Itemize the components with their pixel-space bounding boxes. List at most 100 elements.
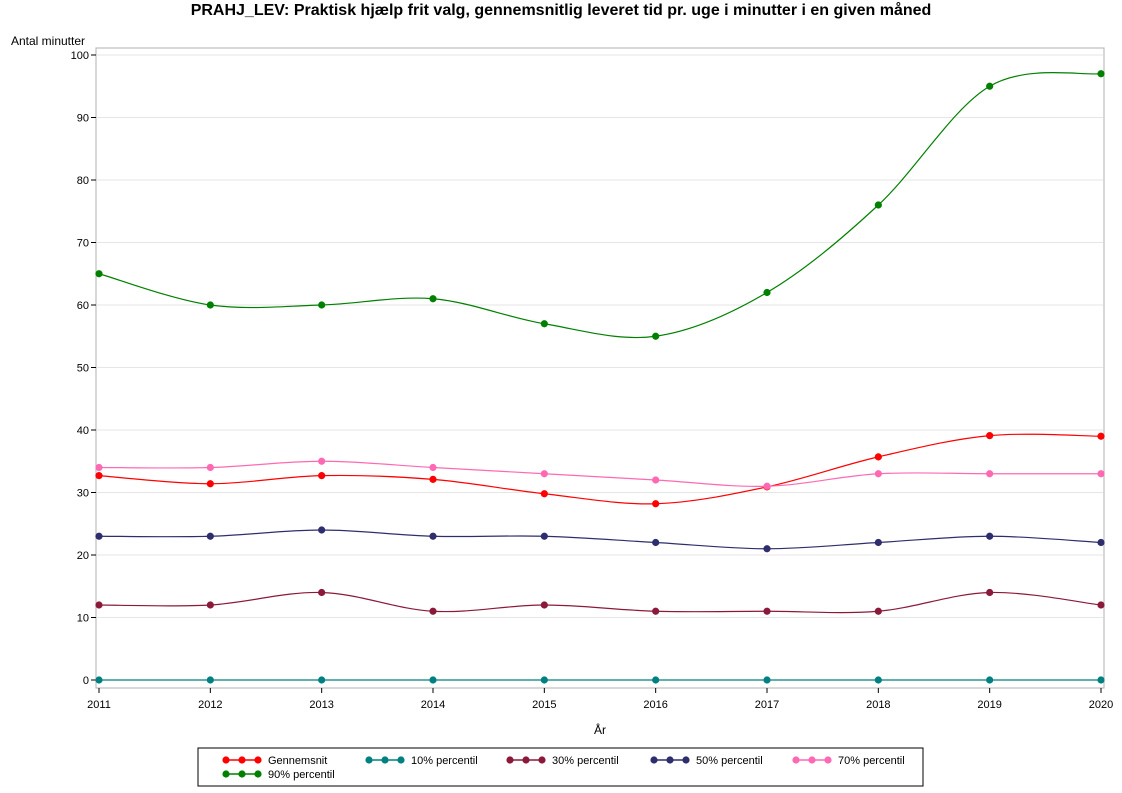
data-point xyxy=(1097,70,1105,78)
data-point xyxy=(206,480,214,488)
x-axis-label: År xyxy=(594,722,606,737)
data-point xyxy=(540,532,548,540)
legend-swatch-marker xyxy=(682,756,690,764)
data-point xyxy=(986,532,994,540)
data-point xyxy=(429,295,437,303)
legend-label: 50% percentil xyxy=(696,755,763,767)
data-point xyxy=(206,301,214,309)
series-10pct-percentil xyxy=(95,676,1105,684)
x-tick-label: 2017 xyxy=(755,699,779,711)
series-line xyxy=(98,529,1102,550)
data-point xyxy=(95,676,103,684)
series-50pct-percentil xyxy=(95,526,1105,553)
data-point xyxy=(652,332,660,340)
data-point xyxy=(540,490,548,498)
legend-item-90pct-percentil: 90% percentil xyxy=(222,769,335,781)
legend-item-50pct-percentil: 50% percentil xyxy=(650,755,763,767)
data-point xyxy=(986,588,994,597)
data-point xyxy=(1097,601,1105,609)
data-point xyxy=(986,676,994,684)
legend-item-10pct-percentil: 10% percentil xyxy=(365,755,478,767)
y-tick-label: 50 xyxy=(77,363,89,375)
data-point xyxy=(540,470,548,478)
data-point xyxy=(1097,538,1105,547)
data-point xyxy=(874,676,882,684)
y-tick-label: 60 xyxy=(77,300,89,312)
data-point xyxy=(95,472,103,480)
legend-swatch-marker xyxy=(222,770,230,778)
data-point xyxy=(318,457,326,465)
chart-title: PRAHJ_LEV: Praktisk hjælp frit valg, gen… xyxy=(191,1,932,19)
legend-swatch-marker xyxy=(238,756,246,764)
series-group xyxy=(95,70,1105,684)
x-axis: 2011 2012 2013 2014 2015 2016 2017 2018 2019 2020 xyxy=(87,688,1113,711)
y-axis: 0 10 20 30 40 50 60 70 80 90 100 xyxy=(71,50,96,687)
legend-swatch-marker xyxy=(506,756,514,764)
legend-swatch-marker xyxy=(222,756,230,764)
legend-swatch-marker xyxy=(365,756,373,764)
y-tick-label: 80 xyxy=(77,175,89,187)
legend-swatch-marker xyxy=(254,770,262,778)
series-line xyxy=(98,591,1102,614)
data-point xyxy=(206,463,214,472)
data-point xyxy=(318,301,326,309)
x-tick-label: 2012 xyxy=(198,699,222,711)
data-point xyxy=(986,470,994,478)
legend-item-30pct-percentil: 30% percentil xyxy=(506,755,619,767)
legend-swatch-marker xyxy=(522,756,530,764)
data-point xyxy=(763,676,771,684)
data-point xyxy=(986,432,994,440)
data-point xyxy=(652,500,660,508)
data-point xyxy=(95,601,103,609)
data-point xyxy=(874,201,882,209)
data-point xyxy=(1097,470,1105,478)
data-point xyxy=(429,676,437,684)
data-point xyxy=(1097,676,1105,684)
data-point xyxy=(652,607,660,615)
data-point xyxy=(540,676,548,684)
data-point xyxy=(652,476,660,484)
x-tick-label: 2015 xyxy=(532,699,556,711)
legend-swatch-marker xyxy=(792,756,800,764)
series-90pct-percentil xyxy=(95,70,1105,340)
legend-label: Gennemsnit xyxy=(268,755,327,767)
data-point xyxy=(763,288,771,297)
data-point xyxy=(429,532,437,540)
gridlines xyxy=(97,54,1103,618)
series-line xyxy=(98,433,1102,505)
legend-swatch-marker xyxy=(824,756,832,764)
y-tick-label: 30 xyxy=(77,488,89,500)
legend-item-gennemsnit: Gennemsnit xyxy=(222,755,327,767)
data-point xyxy=(429,607,437,615)
legend-swatch-marker xyxy=(381,756,389,764)
data-point xyxy=(206,532,214,540)
data-point xyxy=(763,545,771,553)
x-tick-label: 2016 xyxy=(643,699,667,711)
data-point xyxy=(540,320,548,328)
legend-label: 70% percentil xyxy=(838,755,905,767)
x-tick-label: 2013 xyxy=(309,699,333,711)
data-point xyxy=(429,463,437,472)
legend-label: 10% percentil xyxy=(411,755,478,767)
y-axis-label: Antal minutter xyxy=(11,34,85,48)
series-30pct-percentil xyxy=(95,588,1105,615)
data-point xyxy=(318,472,326,480)
data-point xyxy=(763,482,771,490)
legend-swatch-marker xyxy=(808,756,816,764)
data-point xyxy=(95,463,103,472)
y-tick-label: 100 xyxy=(71,50,89,62)
legend-swatch-marker xyxy=(397,756,405,764)
x-tick-label: 2014 xyxy=(421,699,445,711)
legend-label: 30% percentil xyxy=(552,755,619,767)
data-point xyxy=(318,676,326,684)
y-tick-label: 40 xyxy=(77,425,89,437)
legend-swatch-marker xyxy=(538,756,546,764)
data-point xyxy=(874,453,882,461)
y-tick-label: 70 xyxy=(77,238,89,250)
y-tick-label: 90 xyxy=(77,113,89,125)
y-tick-label: 10 xyxy=(77,613,89,625)
data-point xyxy=(763,607,771,615)
y-tick-label: 20 xyxy=(77,550,89,562)
series-line xyxy=(98,71,1102,339)
data-point xyxy=(429,475,437,483)
